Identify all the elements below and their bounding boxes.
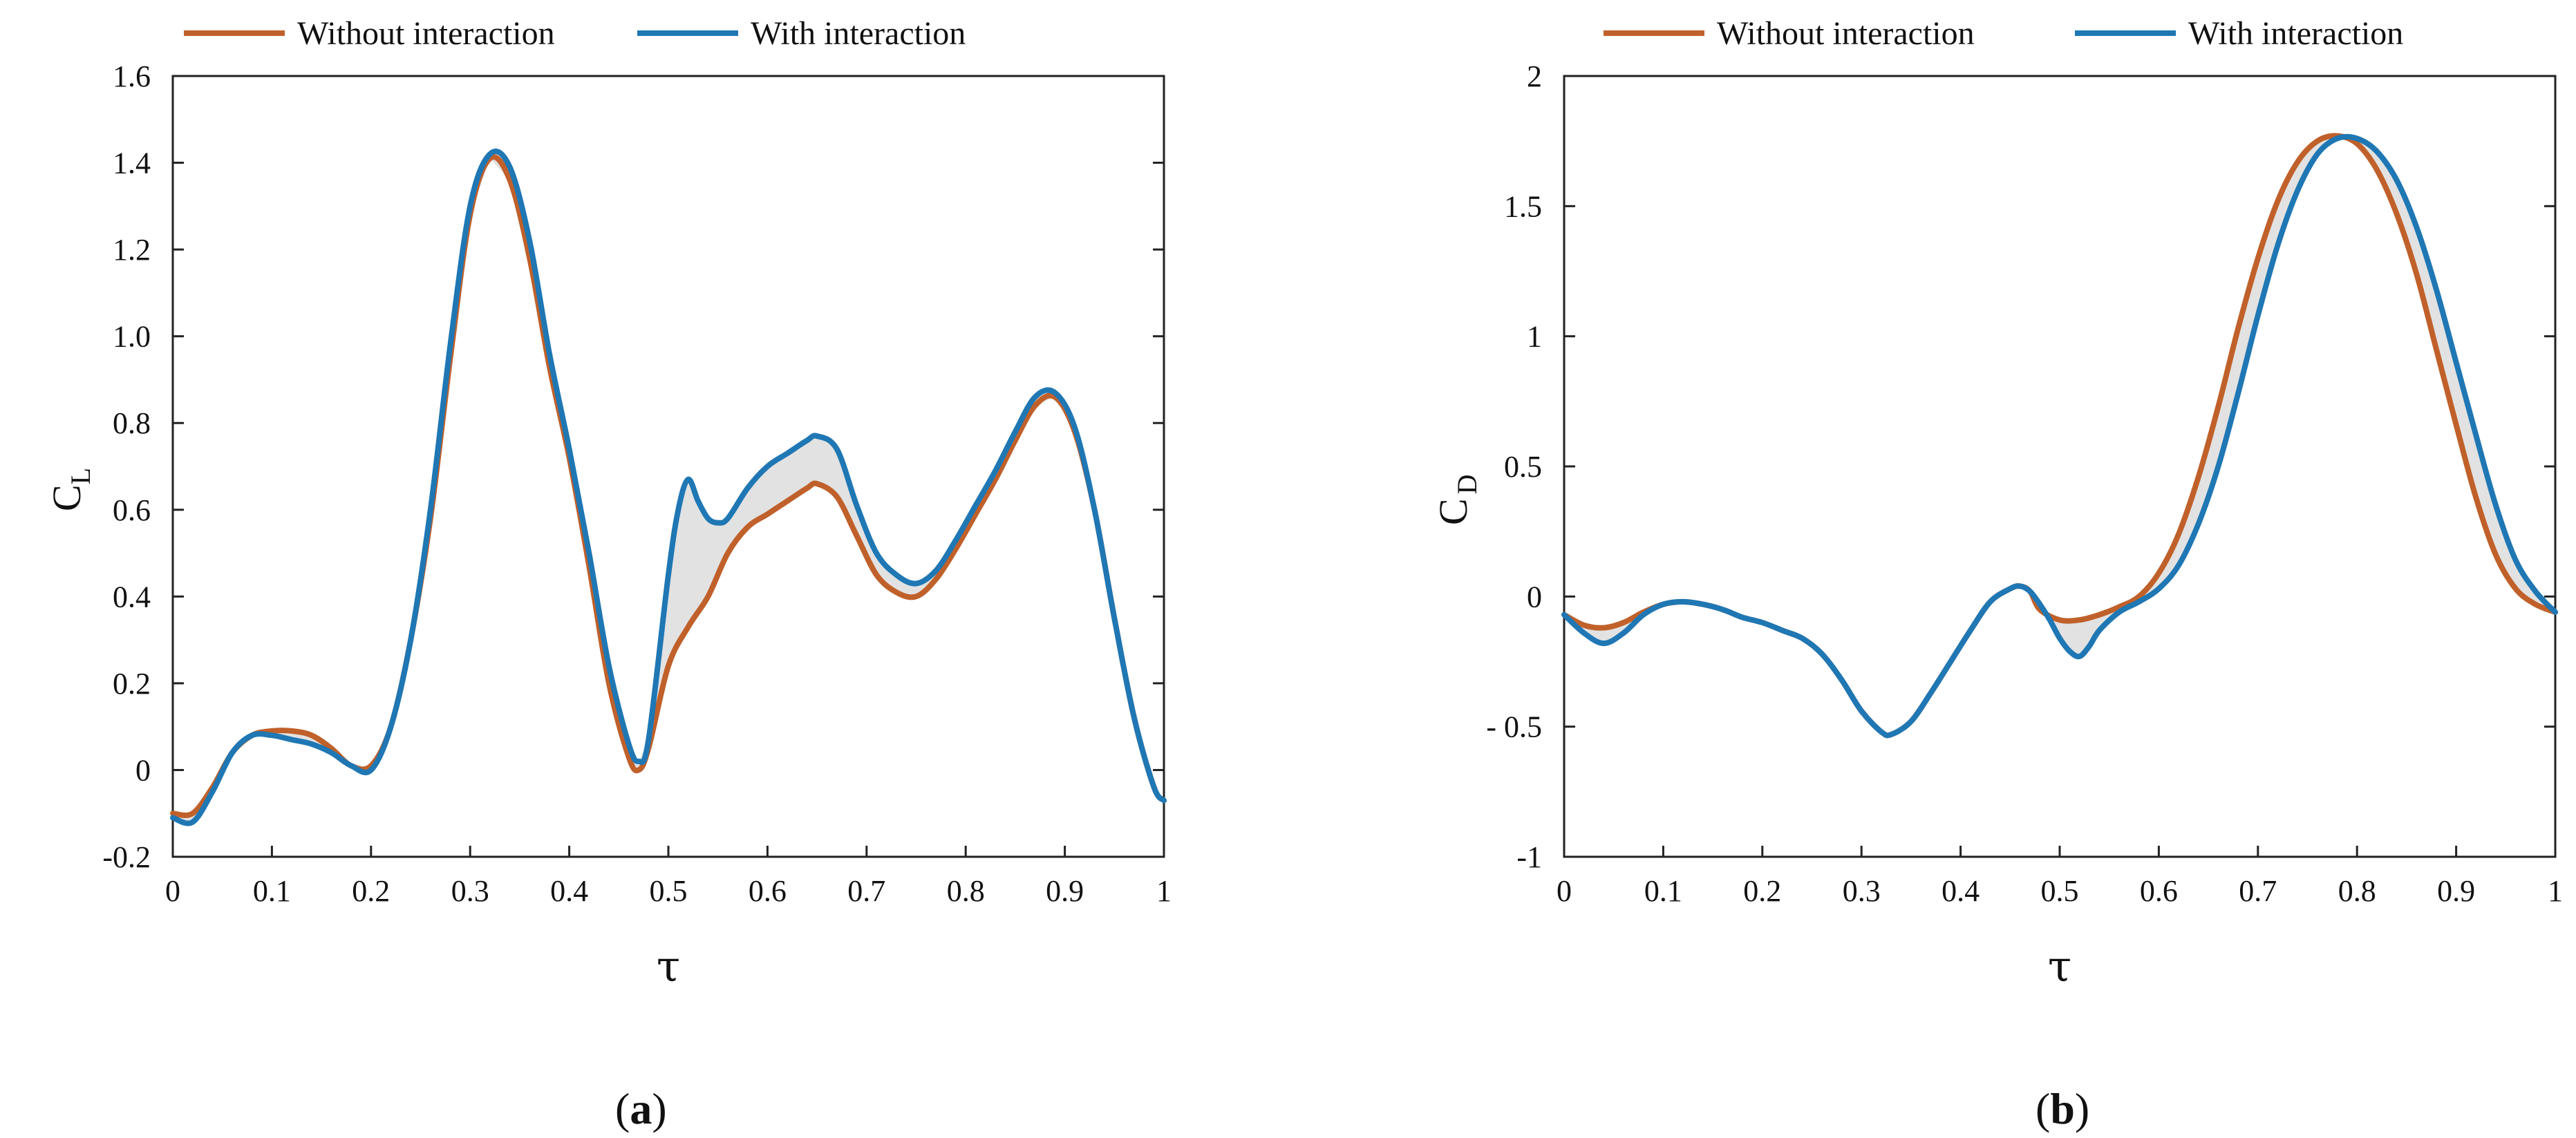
x-tick-label-b: 1 (2548, 874, 2563, 908)
y-tick-label-b: -1 (1516, 840, 1542, 874)
y-axis-label-a: CL (44, 468, 96, 511)
y-tick-label-a: 1.2 (113, 233, 151, 267)
legend-a-label-with: With interaction (751, 15, 966, 52)
legend-b-label-without: Without interaction (1717, 15, 1975, 52)
x-tick-label-a: 0.3 (451, 874, 489, 908)
plot-area-b (1563, 75, 2557, 858)
panel-label-a-close: ) (652, 1084, 666, 1133)
legend-a-label-without: Without interaction (297, 15, 555, 52)
x-tick-label-b: 0 (1557, 874, 1572, 908)
panel-label-a: (a) (615, 1084, 667, 1133)
legend-b: Without interaction With interaction (1604, 15, 2403, 52)
y-tick-label-b: - 0.5 (1486, 710, 1542, 744)
y-tick-label-a: -0.2 (102, 840, 151, 874)
y-ticks-a: -0.2 0 0.2 0.4 0.6 0.8 1.0 1.2 1.4 1.6 (102, 59, 1164, 874)
y-axis-label-b-sub: D (1451, 474, 1483, 494)
x-tick-label-a: 1 (1156, 874, 1172, 908)
x-tick-label-b: 0.4 (1942, 874, 1980, 908)
y-tick-label-a: 0.6 (113, 493, 151, 527)
y-tick-label-a: 0.4 (113, 580, 151, 614)
difference-fill-a (173, 154, 1164, 822)
x-tick-label-a: 0.2 (352, 874, 390, 908)
x-axis-label-b: τ (2048, 941, 2071, 992)
legend-a: Without interaction With interaction (184, 15, 966, 52)
y-tick-label-a: 1.0 (113, 320, 151, 354)
y-axis-label-a-main: C (44, 484, 89, 511)
x-tick-label-b: 0.2 (1743, 874, 1781, 908)
panel-b: Without interaction With interaction 0 0.… (1431, 15, 2563, 1133)
x-tick-label-a: 0 (165, 874, 180, 908)
x-tick-label-b: 0.3 (1843, 874, 1881, 908)
panel-label-b-letter: b (2050, 1084, 2075, 1133)
x-tick-label-a: 0.6 (749, 874, 787, 908)
y-tick-label-a: 0 (135, 753, 151, 787)
y-tick-label-b: 1.5 (1504, 189, 1542, 223)
y-tick-label-a: 1.4 (113, 146, 151, 180)
x-tick-label-a: 0.5 (650, 874, 688, 908)
line-without-a (170, 154, 1167, 818)
x-tick-label-b: 0.1 (1644, 874, 1682, 908)
x-tick-label-b: 0.9 (2437, 874, 2475, 908)
x-tick-label-a: 0.8 (947, 874, 985, 908)
x-ticks-b: 0 0.1 0.2 0.3 0.4 0.5 0.6 0.7 0.8 0.9 1 (1557, 846, 2563, 908)
x-tick-label-a: 0.9 (1046, 874, 1084, 908)
x-axis-label-a: τ (657, 941, 680, 992)
difference-fill-b (1564, 135, 2555, 735)
x-tick-label-b: 0.7 (2239, 874, 2277, 908)
line-with-a (170, 149, 1167, 826)
x-tick-label-a: 0.4 (550, 874, 588, 908)
y-tick-label-b: 0.5 (1504, 450, 1542, 484)
panel-label-b: (b) (2036, 1084, 2089, 1133)
line-with-b (1561, 133, 2558, 739)
x-tick-label-b: 0.6 (2140, 874, 2178, 908)
y-axis-label-b: CD (1431, 474, 1483, 525)
x-tick-label-b: 0.5 (2041, 874, 2079, 908)
y-tick-label-a: 1.6 (113, 59, 151, 93)
y-tick-label-b: 0 (1527, 580, 1542, 614)
y-tick-label-b: 2 (1527, 59, 1542, 93)
panel-label-b-open: ( (2036, 1084, 2050, 1133)
y-ticks-b: -1 - 0.5 0 0.5 1 1.5 2 (1486, 59, 2555, 874)
x-ticks-a: 0 0.1 0.2 0.3 0.4 0.5 0.6 0.7 0.8 0.9 1 (165, 846, 1172, 908)
panel-label-a-open: ( (615, 1084, 630, 1133)
x-tick-label-a: 0.7 (847, 874, 885, 908)
legend-b-label-with: With interaction (2188, 15, 2403, 52)
y-axis-label-b-main: C (1431, 498, 1476, 525)
panel-label-b-close: ) (2075, 1084, 2089, 1133)
x-tick-label-b: 0.8 (2338, 874, 2376, 908)
y-tick-label-b: 1 (1527, 320, 1542, 354)
x-tick-label-a: 0.1 (253, 874, 291, 908)
panel-a: Without interaction With interaction 0 0.… (44, 15, 1172, 1133)
panel-label-a-letter: a (630, 1084, 652, 1133)
y-tick-label-a: 0.2 (113, 667, 151, 701)
y-tick-label-a: 0.8 (113, 406, 151, 440)
y-axis-label-a-sub: L (65, 468, 96, 484)
